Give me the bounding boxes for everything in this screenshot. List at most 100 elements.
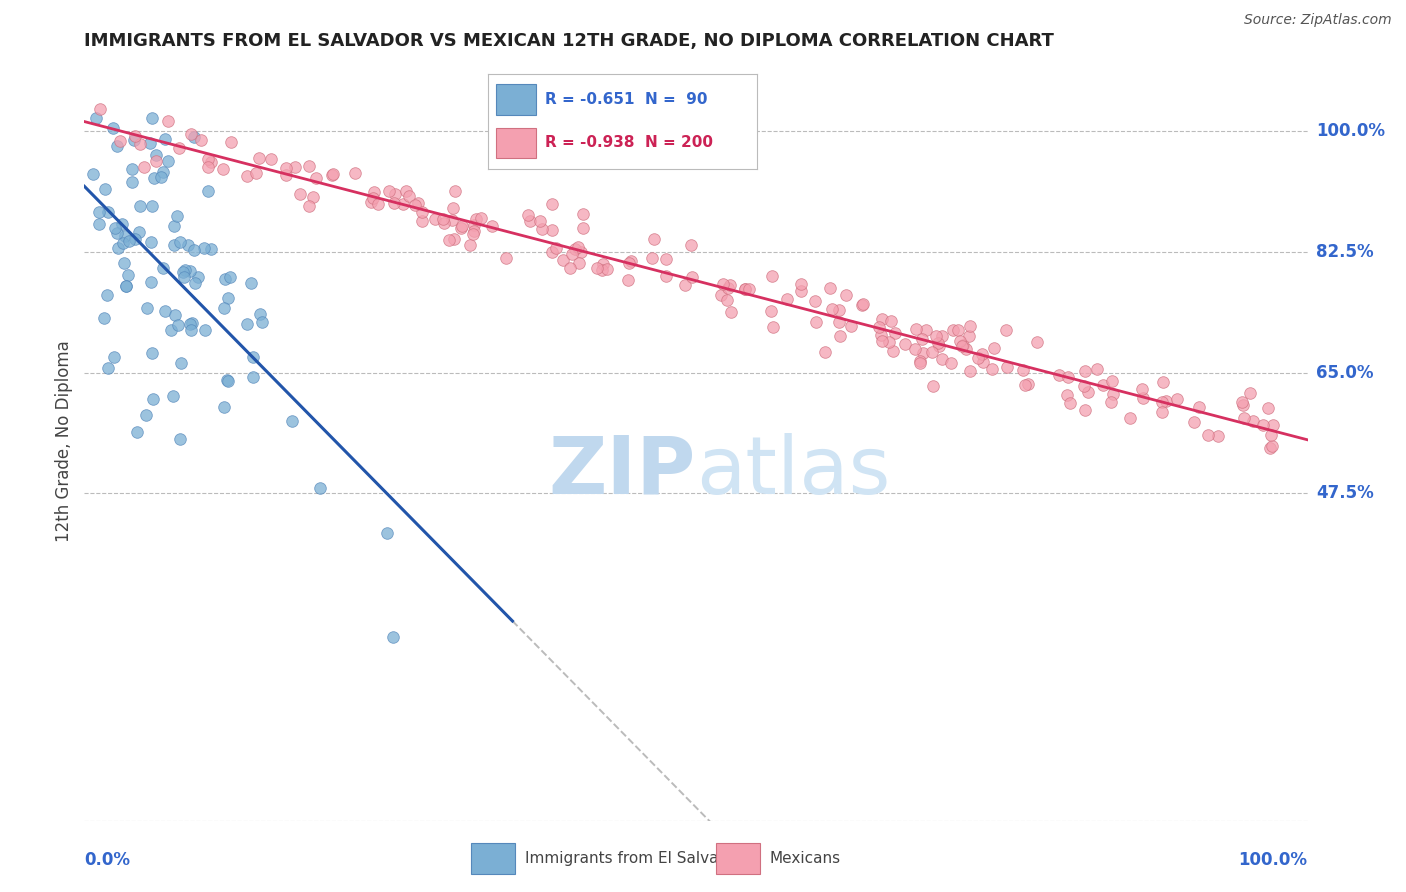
Text: 82.5%: 82.5% bbox=[1316, 243, 1374, 261]
Point bbox=[942, 323, 965, 337]
Point bbox=[405, 198, 427, 212]
Point bbox=[441, 201, 464, 215]
Point bbox=[367, 196, 389, 211]
Point bbox=[762, 320, 785, 334]
Text: 0.0%: 0.0% bbox=[84, 851, 131, 869]
Point bbox=[718, 278, 741, 293]
Point bbox=[1230, 395, 1253, 409]
Point bbox=[734, 282, 756, 296]
Point bbox=[115, 278, 138, 293]
Point bbox=[183, 276, 205, 290]
Point bbox=[128, 225, 150, 239]
Point bbox=[931, 352, 953, 367]
Point bbox=[121, 175, 143, 189]
Point bbox=[132, 161, 155, 175]
Point bbox=[284, 160, 307, 174]
Point bbox=[561, 247, 583, 261]
Point bbox=[679, 238, 702, 252]
Point bbox=[1152, 375, 1174, 389]
Point bbox=[925, 329, 948, 343]
Point bbox=[242, 369, 264, 384]
Point bbox=[174, 262, 197, 277]
Point bbox=[568, 256, 591, 270]
Point bbox=[167, 318, 190, 332]
Text: Source: ZipAtlas.com: Source: ZipAtlas.com bbox=[1244, 13, 1392, 28]
Point bbox=[1187, 400, 1209, 414]
Point bbox=[443, 232, 465, 246]
Point bbox=[104, 220, 127, 235]
Point bbox=[464, 212, 486, 227]
Point bbox=[406, 196, 429, 211]
Point bbox=[110, 134, 132, 148]
Point bbox=[957, 329, 980, 343]
Point bbox=[444, 184, 467, 198]
Point bbox=[1014, 377, 1036, 392]
Point bbox=[1251, 417, 1274, 432]
Point bbox=[911, 346, 934, 360]
Point bbox=[1074, 364, 1097, 378]
Point bbox=[150, 169, 173, 184]
Point bbox=[166, 210, 188, 224]
Point bbox=[190, 133, 212, 147]
Point bbox=[814, 345, 837, 359]
Point bbox=[297, 199, 319, 213]
Point bbox=[1130, 383, 1153, 397]
Point bbox=[1026, 334, 1049, 349]
Point bbox=[1085, 361, 1108, 376]
Point bbox=[124, 133, 146, 147]
Point bbox=[681, 270, 703, 285]
Text: atlas: atlas bbox=[696, 433, 890, 511]
Point bbox=[530, 222, 553, 236]
Point bbox=[87, 218, 110, 232]
Point bbox=[240, 277, 263, 291]
Point bbox=[177, 237, 200, 252]
Text: 100.0%: 100.0% bbox=[1316, 122, 1385, 140]
Point bbox=[1260, 428, 1282, 442]
Point bbox=[868, 320, 890, 334]
Point bbox=[212, 162, 235, 177]
Point bbox=[734, 282, 756, 296]
Point bbox=[141, 111, 163, 125]
Point bbox=[880, 314, 903, 328]
Point bbox=[180, 322, 202, 336]
Point bbox=[411, 204, 433, 219]
Point bbox=[360, 195, 382, 210]
Point bbox=[761, 269, 783, 284]
Point bbox=[790, 284, 813, 298]
Point bbox=[97, 205, 120, 219]
Point bbox=[433, 216, 456, 230]
Point bbox=[235, 169, 257, 184]
Point bbox=[152, 261, 174, 276]
Point bbox=[361, 191, 384, 205]
Point bbox=[1101, 375, 1123, 389]
Point bbox=[101, 120, 124, 135]
Point bbox=[252, 315, 274, 329]
Point bbox=[544, 241, 567, 255]
Point bbox=[179, 317, 201, 331]
Point bbox=[711, 277, 734, 291]
Point bbox=[1073, 379, 1095, 393]
Point bbox=[89, 102, 111, 116]
Point bbox=[463, 227, 485, 242]
Point bbox=[382, 196, 405, 211]
Point bbox=[200, 242, 222, 256]
Point bbox=[94, 182, 117, 196]
Point bbox=[1059, 396, 1081, 410]
Point bbox=[790, 277, 813, 292]
Point bbox=[1132, 391, 1154, 405]
Point bbox=[591, 262, 613, 277]
Point bbox=[142, 392, 165, 407]
Point bbox=[274, 161, 297, 176]
Point bbox=[165, 308, 187, 322]
Point bbox=[759, 303, 782, 318]
Point bbox=[1011, 362, 1033, 376]
Point bbox=[1156, 393, 1178, 408]
Point bbox=[219, 135, 242, 149]
Point bbox=[344, 166, 367, 180]
Point bbox=[153, 132, 176, 146]
Point bbox=[121, 161, 143, 176]
Point bbox=[167, 141, 190, 155]
Point bbox=[135, 408, 157, 422]
Point bbox=[921, 345, 943, 359]
Point bbox=[197, 153, 219, 167]
